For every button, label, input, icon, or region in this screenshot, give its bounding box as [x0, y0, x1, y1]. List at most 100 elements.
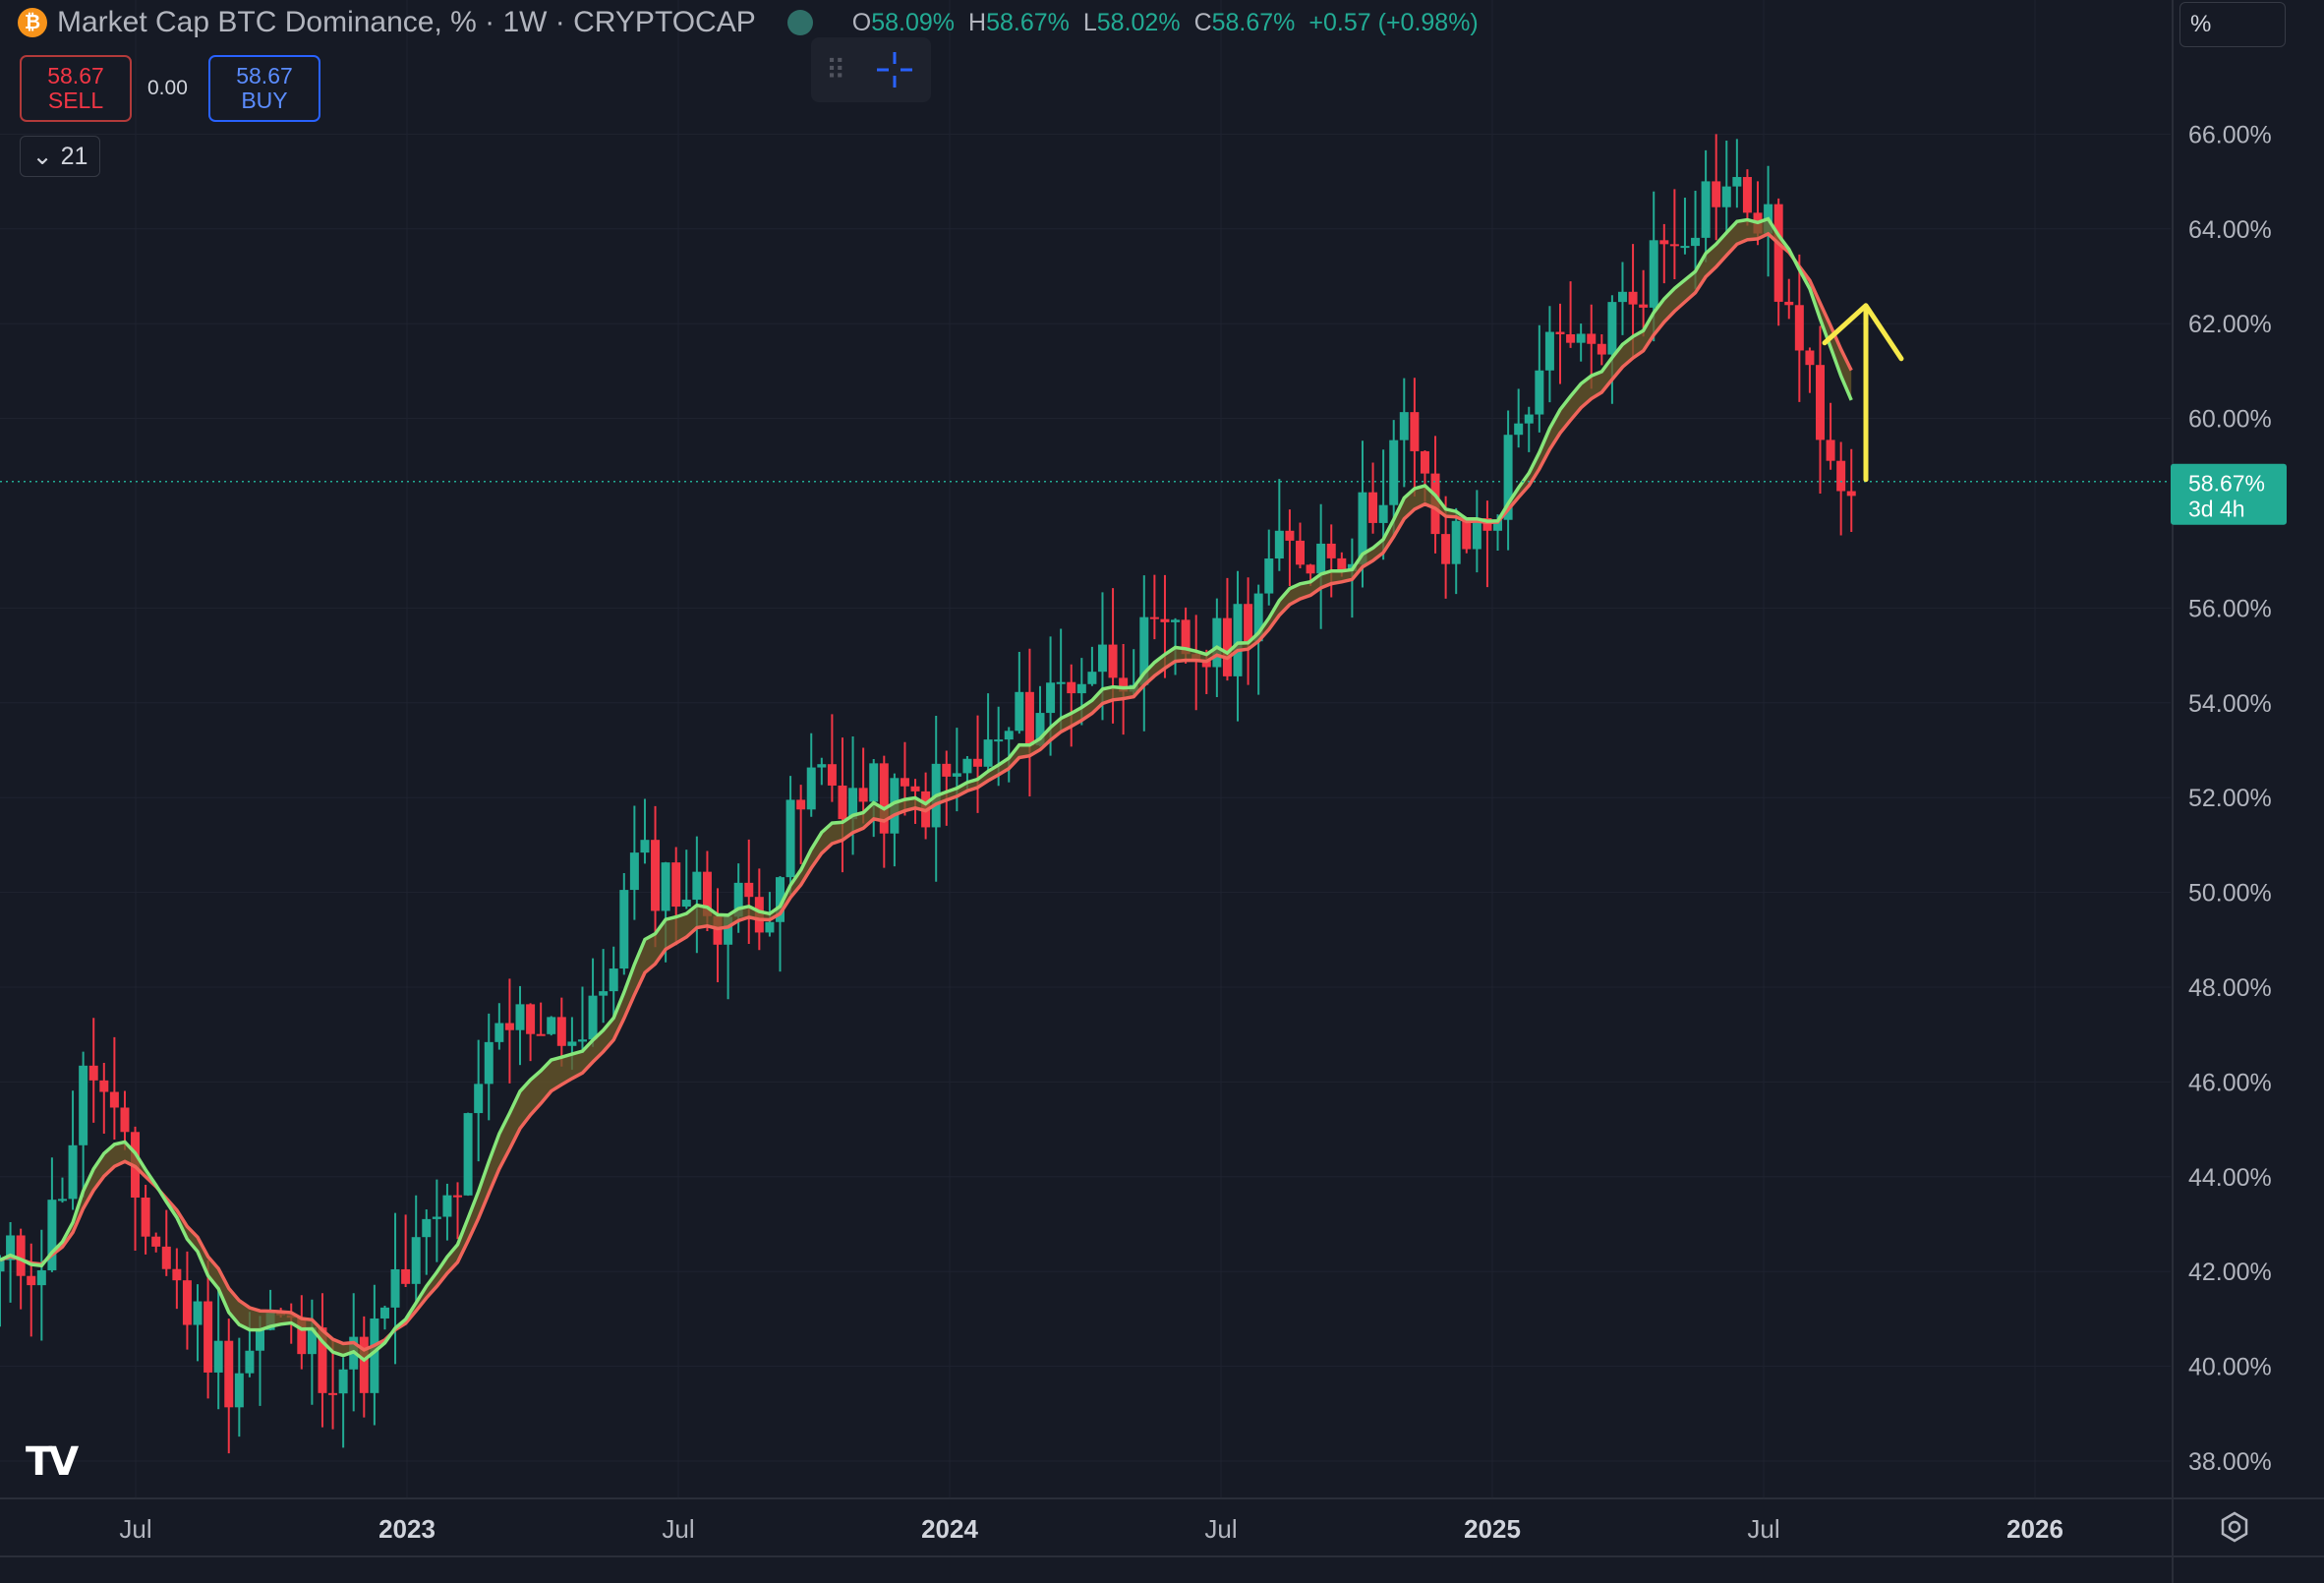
candle-body: [796, 799, 806, 810]
candle-body: [79, 1065, 88, 1145]
candle-body: [484, 1041, 494, 1085]
candle-body: [942, 763, 952, 777]
candle-body: [1721, 186, 1731, 207]
y-tick-label: 62.00%: [2188, 311, 2272, 338]
crosshair-icon[interactable]: [873, 48, 916, 91]
candle-body: [1171, 619, 1181, 622]
fast-ma-line: [0, 216, 1853, 1363]
candle-body: [1701, 181, 1711, 238]
candle-body: [1493, 519, 1503, 531]
candle-body: [1420, 450, 1429, 474]
candle-body: [900, 778, 909, 787]
x-tick-label: 2023: [378, 1514, 436, 1544]
candle-body: [1836, 460, 1846, 492]
floating-toolbar[interactable]: ⠿: [811, 37, 931, 102]
candle-body: [1139, 616, 1149, 685]
indicators-toggle[interactable]: ⌄ 21: [20, 136, 100, 177]
candle-body: [1617, 291, 1627, 303]
candle-body: [1076, 683, 1086, 694]
y-tick-label: 54.00%: [2188, 690, 2272, 718]
x-tick-label: Jul: [119, 1514, 151, 1544]
candle-body: [172, 1268, 182, 1281]
candle-body: [224, 1340, 234, 1408]
candle-body: [785, 799, 795, 878]
candle-body: [57, 1199, 67, 1202]
candle-body: [442, 1195, 452, 1217]
drag-handle-icon[interactable]: ⠿: [825, 54, 845, 86]
candle-body: [1326, 543, 1336, 558]
scale-unit-selector[interactable]: %: [2179, 2, 2286, 47]
y-tick-label: 64.00%: [2188, 216, 2272, 244]
x-tick-label: 2024: [921, 1514, 978, 1544]
candle-body: [1535, 370, 1544, 415]
ohlc-low: L58.02%: [1082, 8, 1181, 36]
candle-body: [1659, 240, 1669, 245]
candle-body: [733, 882, 743, 917]
candle-body: [141, 1197, 150, 1237]
candle-body: [1669, 244, 1679, 247]
candle-body: [1691, 237, 1701, 247]
candle-body: [1358, 492, 1367, 564]
candle-body: [6, 1235, 16, 1261]
candle-body: [1784, 301, 1794, 306]
candle-body: [1441, 534, 1451, 564]
candle-body: [994, 739, 1004, 742]
sell-price: 58.67: [47, 63, 104, 88]
candle-body: [858, 788, 868, 802]
ohlc-values: O58.09% H58.67% L58.02% C58.67% +0.57 (+…: [852, 9, 1479, 37]
candle-body: [27, 1275, 36, 1286]
current-price-label: 58.67%: [2188, 471, 2265, 497]
candle-body: [817, 764, 827, 768]
candle-body: [1212, 617, 1222, 668]
candle-body: [1846, 491, 1856, 497]
y-tick-label: 66.00%: [2188, 121, 2272, 148]
candle-body: [411, 1237, 421, 1284]
candle-body: [1035, 713, 1045, 746]
candle-body: [1108, 644, 1118, 678]
candle-body: [47, 1200, 57, 1270]
candle-body: [547, 1017, 556, 1034]
symbol-title[interactable]: Market Cap BTC Dominance, % · 1W · CRYPT…: [57, 6, 756, 38]
candle-body: [1004, 731, 1014, 740]
sell-button[interactable]: 58.67 SELL: [20, 55, 132, 122]
candle-body: [1607, 302, 1617, 355]
buy-label: BUY: [241, 88, 288, 113]
candle-body: [307, 1327, 317, 1355]
candle-body: [1160, 618, 1170, 622]
candle-body: [744, 882, 754, 898]
candle-body: [1503, 435, 1513, 520]
ohlc-change: +0.57 (+0.98%): [1308, 8, 1479, 36]
candle-body: [109, 1091, 119, 1108]
candle-body: [776, 877, 784, 922]
candle-body: [1816, 365, 1825, 440]
candle-body: [588, 995, 598, 1040]
candle-body: [1201, 661, 1211, 668]
candle-body: [827, 764, 837, 786]
candle-body: [577, 1039, 587, 1042]
buy-button[interactable]: 58.67 BUY: [208, 55, 320, 122]
candle-body: [973, 758, 983, 767]
candle-body: [1337, 557, 1347, 571]
annotation-arrow-head: [1822, 303, 1904, 362]
candle-body: [765, 921, 775, 933]
candle-body: [724, 916, 733, 945]
candle-body: [515, 1004, 525, 1030]
y-tick-label: 46.00%: [2188, 1069, 2272, 1096]
scale-unit-label: %: [2190, 11, 2212, 37]
candle-body: [1222, 617, 1232, 676]
candle-body: [671, 862, 681, 908]
candle-body: [1628, 291, 1638, 305]
candle-body: [879, 763, 889, 834]
gear-icon[interactable]: [2218, 1510, 2251, 1544]
candle-body: [401, 1268, 411, 1284]
bitcoin-icon: ₿: [18, 8, 47, 37]
y-tick-label: 42.00%: [2188, 1259, 2272, 1286]
candle-body: [1378, 504, 1388, 523]
candle-body: [1097, 644, 1107, 673]
market-status-icon[interactable]: [786, 10, 813, 35]
tradingview-logo-icon[interactable]: TV: [26, 1439, 79, 1485]
candle-body: [1119, 677, 1129, 692]
candle-body: [1015, 691, 1024, 732]
